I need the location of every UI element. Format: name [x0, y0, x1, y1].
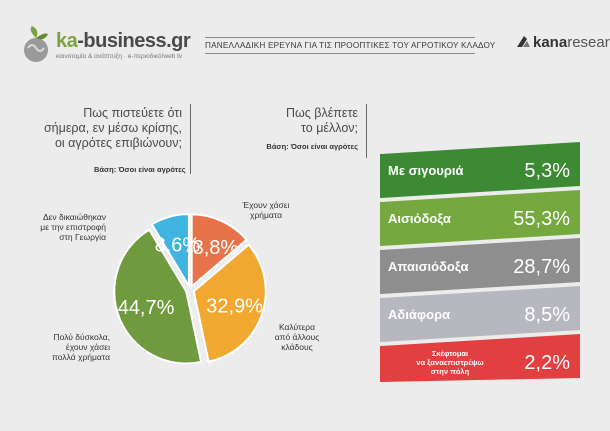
- pie-slice: [190, 213, 248, 289]
- pie-value-label: 13,8%: [181, 237, 238, 259]
- pie-label-line: από άλλους: [274, 332, 320, 342]
- bar-value-label: 28,7%: [513, 256, 570, 278]
- bar-category-label: Σκέφτομαι: [432, 349, 468, 358]
- pie-label-line: Καλύτερα: [278, 322, 316, 332]
- header-rule-bottom: [205, 53, 475, 54]
- bar: [380, 334, 580, 382]
- pie-label-line: κλάδους: [281, 342, 313, 352]
- bar: [380, 286, 580, 342]
- left-question-line: Πως πιστεύετε ότι: [83, 106, 182, 120]
- page-title: ΠΑΝΕΛΛΑΔΙΚΗ ΕΡΕΥΝΑ ΓΙΑ ΤΙΣ ΠΡΟΟΠΤΙΚΕΣ ΤΟ…: [205, 41, 496, 50]
- pie-label-line: Έχουν χάσει: [242, 200, 290, 210]
- pie-value-label: 8,6%: [155, 235, 201, 257]
- globe-leaf-icon: [24, 26, 48, 62]
- bar: [380, 238, 580, 294]
- logo-text: ka-business.gr: [56, 30, 191, 52]
- bar-value-label: 8,5%: [524, 304, 570, 326]
- left-basis: Βάση: Όσοι είναι αγρότες: [94, 165, 186, 174]
- pie-category-label: Δεν δικαιώθηκαν με την επιστροφή στη Γεω…: [10, 212, 106, 242]
- left-question-divider: [190, 104, 191, 174]
- left-question: Πως πιστεύετε ότι σήμερα, εν μέσω κρίσης…: [40, 106, 182, 151]
- bar-value-label: 5,3%: [524, 160, 570, 182]
- pie-category-label: Καλύτερα από άλλους κλάδους: [262, 322, 332, 352]
- pie-slice: [150, 213, 190, 290]
- pie-slice: [113, 228, 203, 365]
- bar-category-label: Απαισιόδοξα: [388, 259, 468, 274]
- logo: [18, 26, 188, 66]
- kana-research-logo: kanaresearch: [515, 34, 610, 51]
- right-question-divider: [366, 104, 367, 158]
- pie-label-line: Δεν δικαιώθηκαν: [42, 212, 106, 222]
- left-question-line: σήμερα, εν μέσω κρίσης,: [43, 121, 182, 135]
- pie-label-line: έχουν χάσει: [65, 342, 110, 352]
- bar-category-label: Με σιγουριά: [388, 163, 464, 178]
- right-question-line: το μέλλον;: [301, 121, 358, 135]
- bar-category-label: να ξαναεπιστρέψω: [416, 358, 484, 367]
- pie-category-label: Πολύ δύσκολα, έχουν χάσει πολλά χρήματα: [30, 332, 110, 362]
- bar: [380, 142, 580, 198]
- pie-category-label: Έχουν χάσει χρήματα: [226, 200, 306, 220]
- right-question: Πως βλέπετε το μέλλον;: [262, 106, 358, 136]
- bar-value-label: 55,3%: [513, 208, 570, 230]
- bar-value-label: 2,2%: [524, 352, 570, 374]
- kana-mark-icon: [515, 35, 531, 49]
- pie-label-line: με την επιστροφή: [40, 222, 106, 232]
- bar-category-label: Αδιάφορα: [388, 307, 450, 322]
- bar: [380, 190, 580, 246]
- bar-category-label: Αισιόδοξα: [388, 211, 451, 226]
- bar-category-label: στην πόλη: [431, 367, 470, 376]
- pie-label-line: στη Γεωργία: [59, 232, 106, 242]
- pie-value-label: 32,9%: [206, 295, 263, 317]
- pie-chart: 13,8% 32,9% 44,7% 8,6%: [113, 213, 267, 365]
- pie-value-label: 44,7%: [118, 297, 175, 319]
- header-rule-top: [205, 37, 475, 38]
- left-question-line: οι αγρότες επιβιώνουν;: [54, 136, 182, 150]
- bar-chart: Με σιγουριά 5,3% Αισιόδοξα 55,3% Απαισιόδοξα…: [380, 142, 580, 382]
- pie-label-line: πολλά χρήματα: [52, 352, 110, 362]
- logo-subtitle: καινοτομία & ανάπτυξη · e-περιοδικό/web …: [56, 53, 183, 60]
- pie-label-line: χρήματα: [250, 210, 282, 220]
- pie-slice: [192, 243, 267, 363]
- right-question-line: Πως βλέπετε: [285, 106, 358, 120]
- pie-label-line: Πολύ δύσκολα,: [53, 332, 111, 342]
- right-basis: Βάση: Όσοι είναι αγρότες: [266, 142, 358, 151]
